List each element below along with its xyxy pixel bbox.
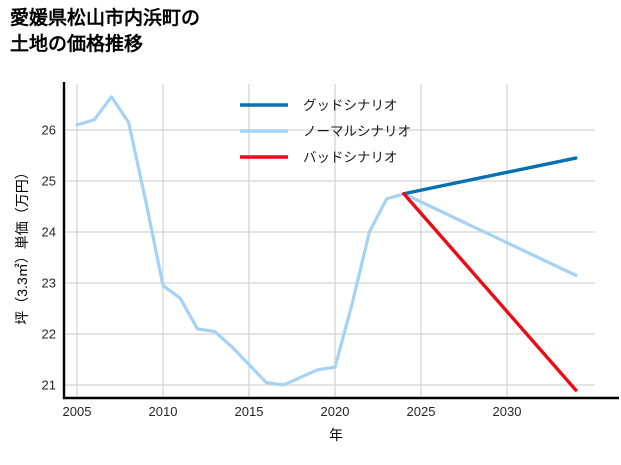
x-tick-label: 2025 bbox=[407, 404, 436, 419]
x-tick-label: 2020 bbox=[321, 404, 350, 419]
x-tick-label: 2005 bbox=[63, 404, 92, 419]
y-tick-labels: 21 22 23 24 25 26 bbox=[42, 123, 56, 393]
x-tick-labels: 2005 2010 2015 2020 2025 2030 bbox=[63, 404, 522, 419]
legend-label: ノーマルシナリオ bbox=[303, 124, 411, 139]
x-tick-label: 2010 bbox=[149, 404, 178, 419]
series-line bbox=[402, 192, 578, 392]
data-series-lines bbox=[75, 95, 578, 392]
x-tick-label: 2030 bbox=[493, 404, 522, 419]
y-tick-label: 25 bbox=[42, 174, 56, 189]
x-tick-label: 2015 bbox=[235, 404, 264, 419]
legend-label: バッドシナリオ bbox=[303, 150, 398, 165]
series-line bbox=[75, 95, 578, 387]
x-axis-title: 年 bbox=[329, 427, 343, 443]
y-tick-label: 23 bbox=[42, 276, 56, 291]
y-tick-label: 26 bbox=[42, 123, 56, 138]
y-axis-title: 坪（3.3㎡）単価（万円） bbox=[14, 165, 30, 324]
y-tick-label: 22 bbox=[42, 327, 56, 342]
chart-title: 愛媛県松山市内浜町の 土地の価格推移 bbox=[10, 8, 201, 56]
legend-label: グッドシナリオ bbox=[303, 98, 398, 113]
y-tick-label: 24 bbox=[42, 225, 56, 240]
gridlines bbox=[64, 84, 595, 398]
series-line bbox=[402, 156, 578, 196]
axis-lines bbox=[62, 82, 619, 400]
y-tick-label: 21 bbox=[42, 378, 56, 393]
